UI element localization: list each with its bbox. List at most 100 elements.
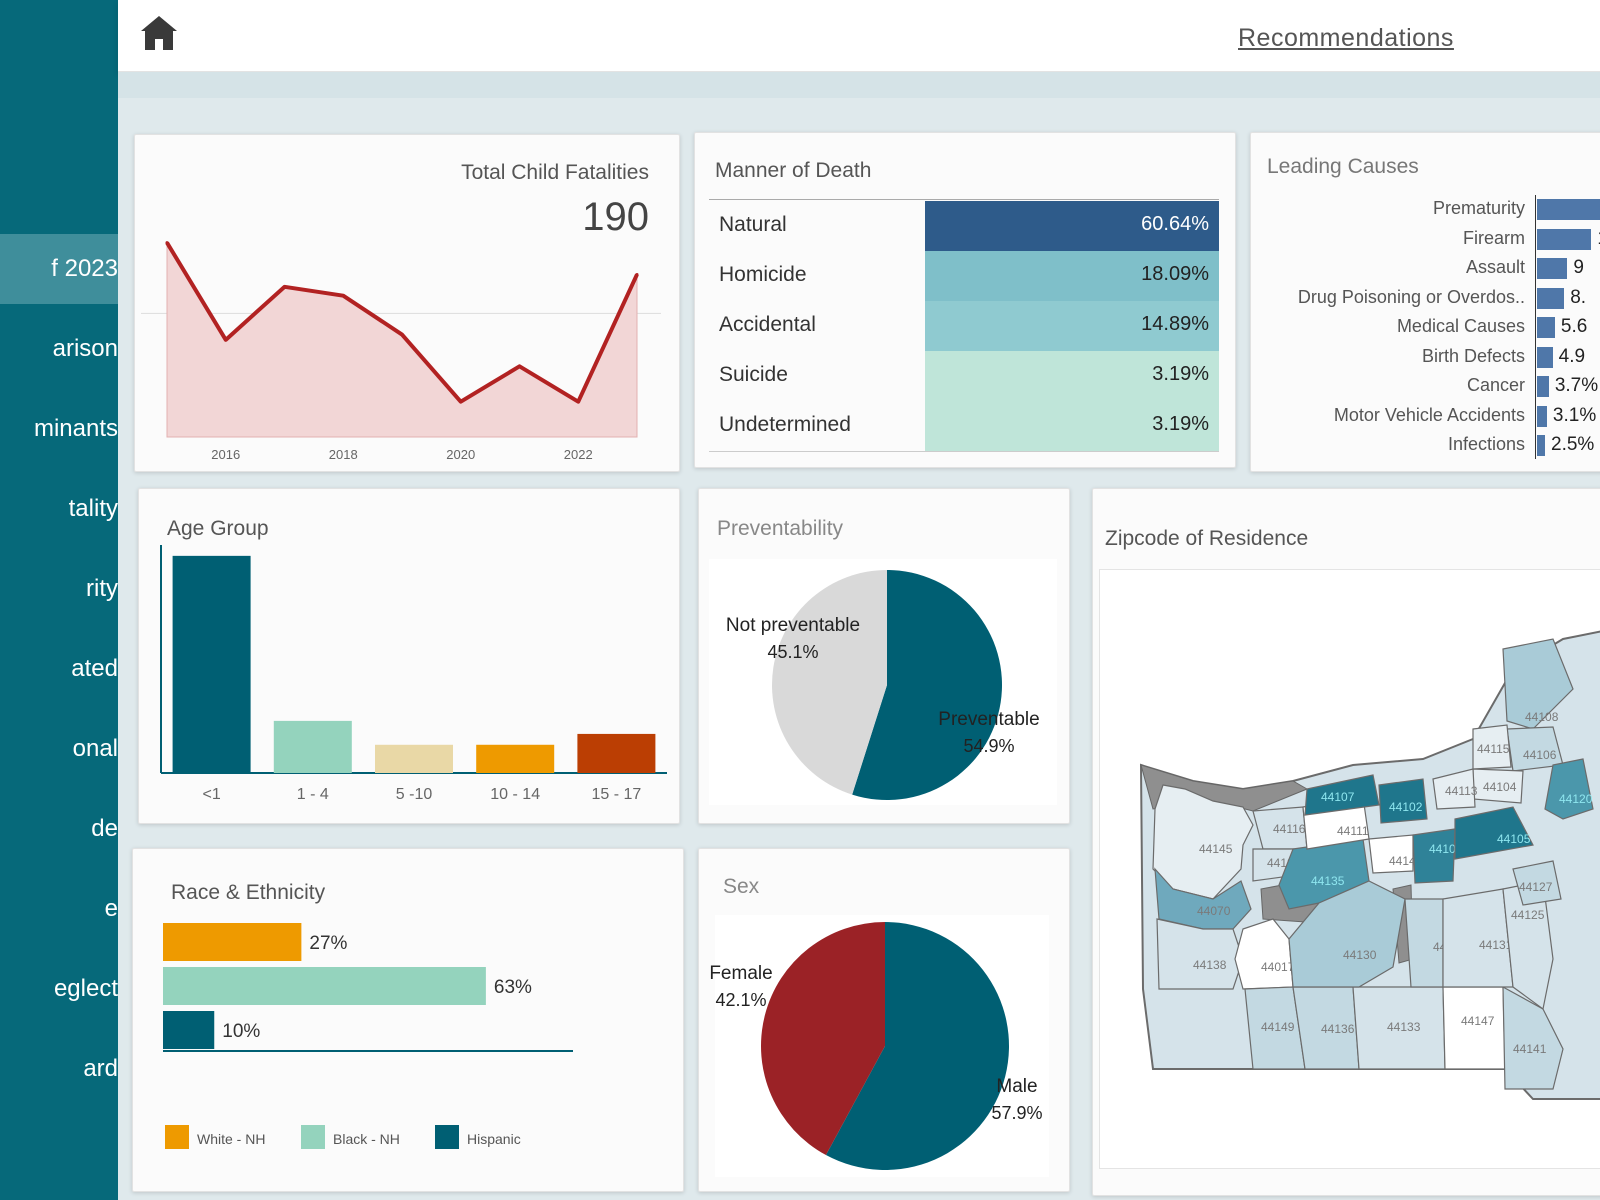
leading-causes-title: Leading Causes [1267,155,1419,178]
pie-slice-label: Male [996,1076,1037,1097]
sidebar-item[interactable]: tality [0,474,118,544]
trend-point [224,338,228,342]
zipcode-label: 44130 [1343,948,1377,962]
sidebar-item[interactable]: minants [0,394,118,464]
leading-causes-card: Leading Causes Prematurity Firearm 1 Assaul… [1250,132,1600,472]
legend-swatch [435,1125,459,1149]
zipcode-map[interactable]: 44145 44070 44138 44017 44149 44136 44133 44147… [1093,489,1600,1196]
age-category-label: 1 - 4 [297,786,329,803]
zipcode-label: 44113 [1445,784,1478,798]
total-fatalities-title: Total Child Fatalities [461,161,649,184]
age-bar [172,555,251,773]
total-fatalities-value: 190 [582,195,649,239]
zipcode-label: 44115 [1477,742,1510,756]
x-tick-label: 2020 [446,447,475,462]
zipcode-region [1454,806,1534,860]
zipcode-label: 44104 [1483,780,1517,794]
pie-slice-label: Female [709,963,772,984]
manner-value: 3.19% [1152,413,1209,435]
manner-row[interactable]: Natural 60.64% [709,201,1219,251]
trend-point [400,333,404,337]
sidebar-item-label: tality [68,495,118,522]
manner-row[interactable]: Suicide 3.19% [709,351,1219,401]
pie-slice-value: 45.1% [767,642,818,662]
sidebar-item[interactable]: e [0,874,118,944]
manner-table-top-rule [709,199,1219,200]
zipcode-label: 44017 [1261,960,1295,974]
pie-slice-label: Preventable [938,709,1039,730]
map-regions: 44145 44070 44138 44017 44149 44136 44133 44147… [1139,630,1600,1100]
zipcode-region [1156,918,1244,990]
manner-value: 3.19% [1152,363,1209,385]
manner-row[interactable]: Homicide 18.09% [709,251,1219,301]
total-fatalities-card: Total Child Fatalities 190 2016 2018 2020 2… [134,134,680,472]
age-bar [476,744,555,773]
sidebar-item[interactable]: onal [0,714,118,784]
manner-value-cell: 60.64% [925,201,1219,251]
trend-point [635,272,639,276]
sidebar-item[interactable]: arison [0,314,118,384]
sidebar: f 2023 arison minants tality rity ated onal de e… [0,0,118,1200]
leading-cause-bar[interactable] [1537,346,1553,368]
leading-cause-value: 9 [1573,257,1584,278]
zipcode-region [1304,774,1380,816]
manner-of-death-card: Manner of Death Natural 60.64% Homicide 18.… [694,132,1236,468]
leading-cause-bar[interactable] [1537,258,1568,279]
sidebar-item[interactable]: eglect [0,954,118,1024]
sidebar-item-label: e [104,895,118,922]
sidebar-item[interactable]: rity [0,554,118,624]
race-bar [163,923,302,961]
zipcode-region [1512,860,1562,906]
leading-cause-bar[interactable] [1537,228,1592,250]
sex-title: Sex [723,875,760,898]
leading-cause-value: 8. [1570,286,1587,308]
zipcode-region [1472,724,1512,770]
sidebar-item[interactable]: ated [0,634,118,704]
manner-value: 14.89% [1141,313,1209,335]
leading-cause-bar[interactable] [1537,287,1565,309]
sidebar-item[interactable]: f 2023 [0,234,118,304]
race-ethnicity-title: Race & Ethnicity [171,881,326,904]
leading-cause-bar[interactable] [1537,405,1547,427]
manner-label: Suicide [719,363,788,386]
zipcode-label: 44125 [1511,908,1545,922]
zipcode-region [1432,768,1476,810]
pie-slice [772,570,887,795]
preventability-title: Preventability [717,517,844,540]
leading-cause-label: Infections [1447,434,1525,454]
pie-slice-label: Not preventable [726,615,860,636]
manner-value: 60.64% [1141,213,1209,235]
manner-label: Accidental [719,313,816,336]
sidebar-item-label: de [91,815,118,842]
trend-area [166,240,638,438]
sidebar-item[interactable]: ard [0,1034,118,1104]
manner-row[interactable]: Accidental 14.89% [709,301,1219,351]
top-bar: Recommendations [118,0,1600,72]
leading-cause-bar[interactable] [1537,435,1545,456]
sidebar-item-label: ard [83,1055,118,1082]
sidebar-item[interactable]: de [0,794,118,864]
pie-slice-value: 57.9% [991,1103,1042,1123]
home-icon[interactable] [138,12,180,54]
zipcode-region [1502,985,1564,1090]
age-category-label: 5 -10 [396,786,433,803]
leading-cause-value: 2.5% [1551,434,1595,455]
recommendations-link[interactable]: Recommendations [1238,24,1454,52]
leading-cause-label: Motor Vehicle Accidents [1333,404,1525,425]
leading-cause-bar[interactable] [1537,376,1549,397]
race-bar-value: 27% [309,933,347,954]
manner-row[interactable]: Undetermined 3.19% [709,401,1219,451]
zipcode-region [1288,880,1406,988]
leading-causes-axis [1535,195,1536,459]
zipcode-region [1368,834,1414,874]
zipcode-title: Zipcode of Residence [1105,527,1309,550]
leading-cause-bar[interactable] [1537,317,1555,338]
leading-cause-bar[interactable] [1537,199,1600,220]
zipcode-label: 44133 [1387,1020,1421,1034]
manner-value-cell: 3.19% [925,401,1219,451]
sidebar-item-label: f 2023 [51,255,118,282]
total-fatalities-trend-chart: 2016 2018 2020 2022 [141,240,661,462]
race-bar [163,1011,215,1049]
zipcode-label: 44138 [1193,958,1227,972]
zipcode-region [1152,784,1254,900]
